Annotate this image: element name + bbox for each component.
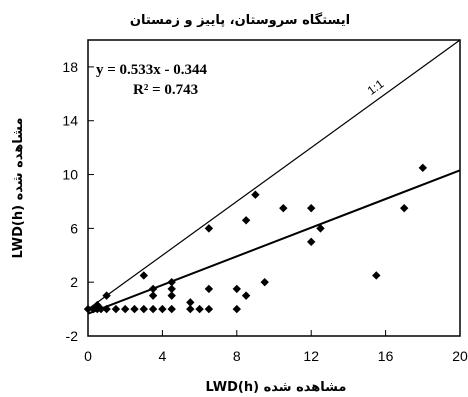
data-point — [372, 271, 381, 280]
y-tick-label: 6 — [70, 220, 78, 236]
data-point — [279, 203, 288, 213]
data-point — [148, 291, 158, 300]
x-axis-ticks: 0 4 8 12 16 20 — [84, 330, 468, 364]
data-point — [307, 237, 316, 247]
y-tick-label: -2 — [66, 328, 79, 344]
regression-equation: y = 0.533x - 0.344 — [96, 62, 208, 78]
data-point — [232, 284, 241, 294]
data-point — [130, 304, 139, 314]
y-tick-label: 18 — [62, 59, 78, 75]
data-point — [102, 304, 111, 314]
data-point — [83, 304, 93, 314]
data-point — [260, 277, 269, 287]
data-point — [167, 277, 176, 287]
plot-frame — [87, 39, 461, 337]
x-tick-label: 8 — [233, 348, 241, 364]
x-tick-label: 0 — [84, 348, 92, 364]
one-to-one-label: 1:1 — [365, 77, 387, 98]
data-point — [167, 284, 176, 294]
y-tick-label: 14 — [62, 113, 78, 129]
x-axis-label: LWD(h) مشاهده شده — [206, 380, 347, 395]
data-points — [83, 163, 427, 314]
data-point — [139, 304, 148, 314]
data-point — [139, 271, 148, 280]
x-tick-label: 12 — [303, 348, 319, 364]
data-point — [111, 304, 121, 314]
data-point — [204, 304, 214, 314]
data-point — [232, 304, 241, 314]
regression-line — [87, 169, 461, 315]
chart-title: ایستگاه سروستان، پاییز و زمستان — [130, 12, 350, 28]
data-point — [251, 190, 260, 199]
data-point — [167, 291, 176, 300]
one-to-one-line — [87, 39, 461, 310]
x-tick-label: 16 — [378, 348, 394, 364]
data-point — [148, 304, 158, 314]
data-point — [400, 203, 409, 213]
data-point — [241, 291, 251, 300]
y-axis-label: LWD(h) مشاهده شده — [11, 118, 26, 259]
data-point — [418, 163, 427, 173]
data-point — [158, 304, 167, 314]
data-point — [204, 224, 214, 233]
y-tick-label: 2 — [70, 274, 78, 290]
data-point — [167, 304, 176, 314]
x-tick-label: 4 — [159, 348, 167, 364]
data-point — [307, 203, 316, 213]
y-axis-ticks: -2 2 6 10 14 18 — [62, 59, 94, 344]
data-point — [186, 298, 195, 307]
data-point — [204, 284, 214, 294]
data-point — [102, 291, 111, 300]
data-point — [241, 216, 251, 225]
data-point — [195, 304, 204, 314]
data-point — [121, 304, 130, 314]
x-tick-label: 20 — [452, 348, 468, 364]
data-point — [186, 304, 195, 314]
r-squared-label: R² = 0.743 — [133, 82, 198, 98]
data-point — [316, 224, 325, 233]
data-point — [93, 300, 102, 310]
data-point — [148, 284, 158, 294]
y-tick-label: 10 — [62, 167, 78, 183]
